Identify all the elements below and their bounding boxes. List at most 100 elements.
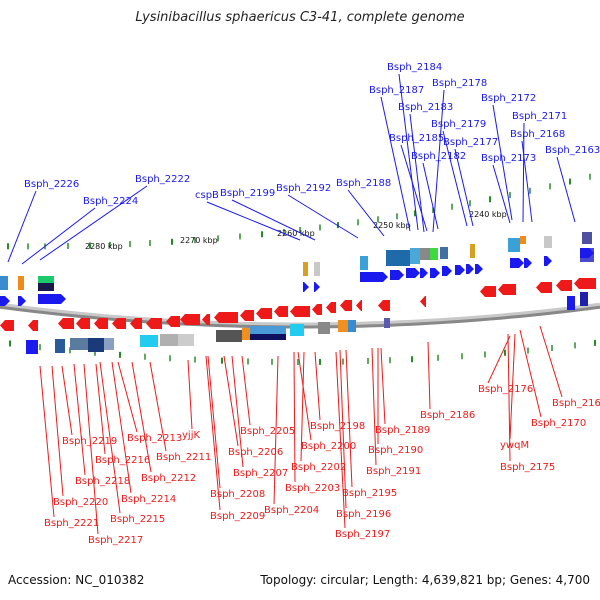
gene-label-top: Bsph_2179 bbox=[431, 119, 486, 130]
reverse-gene-arrow bbox=[240, 310, 254, 321]
gene-label-bottom: Bsph_2211 bbox=[156, 452, 211, 463]
forward-gene-arrow bbox=[580, 248, 594, 258]
gene-label-bottom: Bsph_2217 bbox=[88, 535, 143, 546]
leader-line-bottom bbox=[427, 341, 431, 410]
gene-label-bottom: Bsph_2176 bbox=[478, 384, 533, 395]
gene-label-top: Bsph_2222 bbox=[135, 174, 190, 185]
leader-line-bottom bbox=[293, 351, 296, 483]
reverse-gene-arrow bbox=[214, 312, 238, 323]
leader-line-top bbox=[206, 201, 301, 241]
leader-line-bottom bbox=[83, 363, 99, 535]
forward-gene-arrow bbox=[442, 266, 452, 276]
gene-label-bottom: Bsph_2216 bbox=[95, 455, 150, 466]
forward-gene-arrow bbox=[544, 256, 552, 266]
leader-line-bottom bbox=[507, 333, 511, 462]
gene-label-bottom: Bsph_2202 bbox=[291, 462, 346, 473]
leader-line-top bbox=[492, 164, 511, 224]
leader-line-bottom bbox=[509, 333, 516, 440]
feature-box-top bbox=[0, 276, 8, 290]
leader-line-top bbox=[39, 185, 148, 261]
leader-line-top bbox=[422, 162, 439, 230]
feature-box-top bbox=[386, 250, 410, 266]
feature-box-bottom bbox=[567, 296, 575, 310]
leader-line-bottom bbox=[51, 365, 64, 497]
leader-line-top bbox=[400, 144, 428, 232]
feature-box-top bbox=[360, 256, 368, 270]
forward-gene-arrow bbox=[455, 265, 465, 275]
leader-line-bottom bbox=[300, 351, 305, 462]
leader-line-top bbox=[347, 189, 385, 237]
gene-label-bottom: Bsph_2207 bbox=[233, 468, 288, 479]
leader-line-bottom bbox=[73, 363, 86, 476]
feature-box-top bbox=[440, 247, 448, 259]
feature-box-top bbox=[314, 262, 320, 276]
gene-label-bottom: Bsph_2214 bbox=[121, 494, 176, 505]
reverse-gene-arrow bbox=[498, 284, 516, 295]
feature-box-top bbox=[303, 262, 308, 276]
feature-box-top bbox=[508, 238, 520, 252]
kbp-label: 2260 kbp bbox=[277, 229, 315, 238]
leader-line-bottom bbox=[99, 361, 121, 514]
feature-box-top bbox=[520, 236, 526, 244]
gene-label-bottom: ywqM bbox=[500, 440, 529, 451]
gene-label-bottom: Bsph_2197 bbox=[335, 529, 390, 540]
gene-label-top: Bsph_2172 bbox=[481, 93, 536, 104]
feature-box-bottom bbox=[26, 340, 38, 354]
gene-label-bottom: Bsph_2200 bbox=[301, 441, 356, 452]
feature-box-bottom bbox=[250, 334, 286, 340]
gene-label-top: Bsph_2177 bbox=[443, 137, 498, 148]
reverse-gene-arrow bbox=[202, 314, 210, 325]
leader-line-bottom bbox=[187, 359, 193, 430]
forward-gene-arrow bbox=[466, 264, 474, 274]
feature-box-bottom bbox=[160, 334, 178, 346]
leader-line-bottom bbox=[149, 361, 167, 452]
gene-label-top: cspB bbox=[195, 190, 219, 201]
reverse-gene-arrow bbox=[0, 320, 14, 331]
gene-label-top: Bsph_2173 bbox=[481, 153, 536, 164]
kbp-label: 2280 kbp bbox=[85, 242, 123, 251]
gene-label-top: Bsph_2184 bbox=[387, 62, 442, 73]
leader-line-top bbox=[492, 104, 513, 221]
leader-line-bottom bbox=[205, 355, 221, 511]
reverse-gene-arrow bbox=[480, 286, 496, 297]
leader-line-bottom bbox=[39, 365, 55, 518]
gene-label-bottom: Bsph_2220 bbox=[53, 497, 108, 508]
forward-gene-arrow bbox=[524, 258, 532, 268]
leader-line-bottom bbox=[519, 329, 542, 418]
gene-label-bottom: Bsph_2186 bbox=[420, 410, 475, 421]
leader-line-bottom bbox=[335, 351, 346, 529]
reverse-gene-arrow bbox=[556, 280, 572, 291]
feature-box-bottom bbox=[140, 335, 158, 347]
reverse-gene-arrow bbox=[340, 300, 352, 311]
gene-label-bottom: yjjK bbox=[182, 430, 200, 441]
leader-line-bottom bbox=[314, 351, 321, 421]
gene-label-bottom: Bsph_2195 bbox=[342, 488, 397, 499]
leader-line-bottom bbox=[131, 361, 152, 473]
gene-label-top: Bsph_2182 bbox=[411, 151, 466, 162]
forward-gene-arrow bbox=[303, 282, 309, 292]
feature-box-bottom bbox=[318, 322, 330, 334]
gene-label-top: Bsph_2171 bbox=[512, 111, 567, 122]
reverse-gene-arrow bbox=[166, 316, 180, 327]
gene-label-bottom: Bsph_2204 bbox=[264, 505, 319, 516]
feature-box-bottom bbox=[104, 338, 114, 350]
feature-box-bottom bbox=[384, 318, 390, 328]
gene-label-top: Bsph_2178 bbox=[432, 78, 487, 89]
feature-box-bottom bbox=[216, 330, 242, 342]
reverse-gene-arrow bbox=[312, 304, 322, 315]
leader-line-top bbox=[454, 148, 474, 227]
feature-box-bottom bbox=[70, 338, 88, 350]
gene-label-top: Bsph_2163 bbox=[545, 145, 600, 156]
leader-line-bottom bbox=[339, 349, 347, 509]
forward-gene-arrow bbox=[510, 258, 524, 268]
gene-label-bottom: Bsph_2196 bbox=[336, 509, 391, 520]
genome-stats: Topology: circular; Length: 4,639,821 bp… bbox=[260, 573, 590, 587]
accession-label: Accession: NC_010382 bbox=[8, 573, 145, 587]
gene-label-top: Bsph_2185 bbox=[389, 133, 444, 144]
forward-gene-arrow bbox=[390, 270, 404, 280]
forward-gene-arrow bbox=[0, 296, 10, 306]
gene-label-bottom: Bsph_2208 bbox=[210, 489, 265, 500]
forward-gene-arrow bbox=[430, 268, 440, 278]
leader-line-top bbox=[398, 73, 419, 231]
leader-line-bottom bbox=[273, 355, 279, 505]
